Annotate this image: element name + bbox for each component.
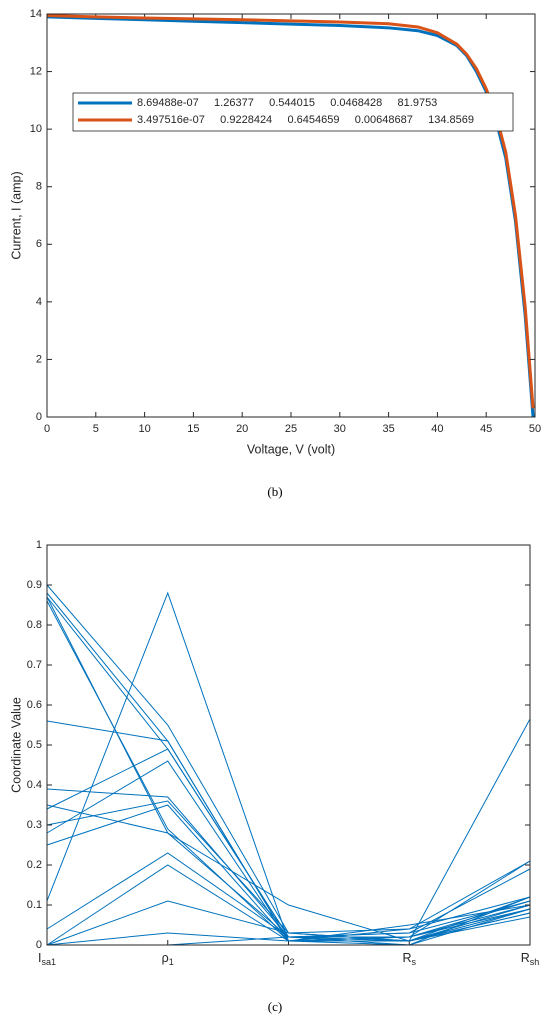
y-tick-label: 0.4 bbox=[27, 779, 42, 791]
y-tick-label: 4 bbox=[36, 296, 42, 308]
x-tick-label: 30 bbox=[334, 423, 346, 435]
x-tick-label: 50 bbox=[529, 423, 541, 435]
y-tick-label: 0.1 bbox=[27, 899, 42, 911]
series-line bbox=[46, 592, 531, 942]
series-line bbox=[46, 748, 531, 938]
x-tick-label: 0 bbox=[44, 423, 50, 435]
series-line bbox=[46, 591, 531, 942]
caption: (b) bbox=[267, 484, 282, 499]
x-tick-label: 35 bbox=[382, 423, 394, 435]
x-tick-label: Rs bbox=[402, 951, 416, 967]
y-tick-label: 0.8 bbox=[27, 619, 42, 631]
x-tick-label: 15 bbox=[187, 423, 199, 435]
series-line bbox=[46, 596, 531, 946]
y-tick-label: 0 bbox=[36, 939, 42, 951]
y-tick-label: 6 bbox=[36, 238, 42, 250]
y-tick-label: 0 bbox=[36, 411, 42, 423]
y-tick-label: 0.2 bbox=[27, 859, 42, 871]
legend-box bbox=[72, 92, 514, 132]
y-tick-label: 0.3 bbox=[27, 819, 42, 831]
y-tick-label: 0.6 bbox=[27, 699, 42, 711]
y-tick-label: 0.5 bbox=[27, 739, 42, 751]
x-tick-label: 20 bbox=[236, 423, 248, 435]
legend-label: 3.497516e-07 0.9228424 0.6454659 0.00648… bbox=[137, 114, 474, 126]
series-line bbox=[46, 15, 535, 418]
series-line bbox=[46, 720, 531, 942]
y-tick-label: 14 bbox=[30, 8, 42, 20]
series-line bbox=[46, 600, 531, 942]
series-line bbox=[46, 760, 531, 942]
series-line bbox=[46, 718, 531, 942]
x-tick-label: Isa1 bbox=[38, 951, 56, 967]
x-tick-label: 40 bbox=[431, 423, 443, 435]
x-axis-label: Voltage, V (volt) bbox=[247, 442, 335, 456]
y-tick-label: 8 bbox=[36, 181, 42, 193]
axes-box bbox=[46, 13, 536, 418]
y-tick-label: 10 bbox=[30, 123, 42, 135]
x-tick-label: 5 bbox=[93, 423, 99, 435]
x-tick-label: 25 bbox=[285, 423, 297, 435]
y-axis-label: Current, I (amp) bbox=[9, 171, 23, 259]
caption: (c) bbox=[268, 999, 282, 1014]
x-tick-label: ρ1 bbox=[162, 951, 174, 967]
y-tick-label: 2 bbox=[36, 353, 42, 365]
series-line bbox=[46, 800, 531, 934]
series-line bbox=[46, 13, 535, 409]
y-tick-label: 1 bbox=[36, 539, 42, 551]
series-line bbox=[46, 584, 531, 942]
y-tick-label: 0.9 bbox=[27, 579, 42, 591]
x-tick-label: ρ2 bbox=[282, 951, 294, 967]
series-line bbox=[46, 596, 531, 938]
y-tick-label: 12 bbox=[30, 65, 42, 77]
x-tick-label: Rsh bbox=[521, 951, 540, 967]
series-line bbox=[46, 904, 531, 946]
x-tick-label: 10 bbox=[138, 423, 150, 435]
x-tick-label: 45 bbox=[480, 423, 492, 435]
axes-box bbox=[46, 544, 531, 946]
y-axis-label: Coordinate Value bbox=[9, 697, 23, 793]
y-tick-label: 0.7 bbox=[27, 659, 42, 671]
legend-label: 8.69488e-07 1.26377 0.544015 0.0468428 8… bbox=[137, 97, 437, 109]
